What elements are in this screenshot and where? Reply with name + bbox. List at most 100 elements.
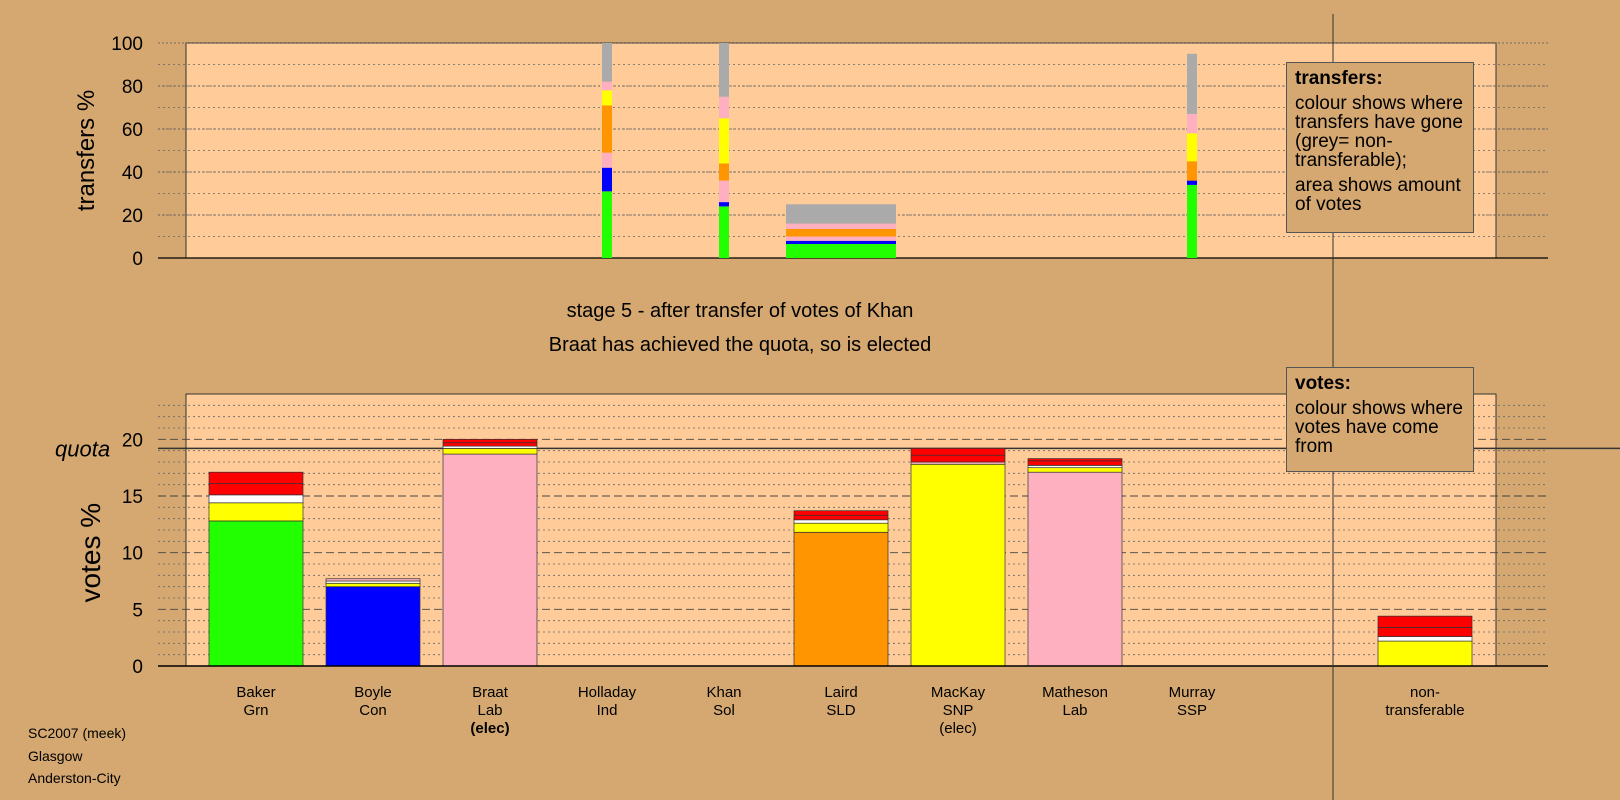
candidate-name: Laird: [824, 684, 858, 701]
vote-segment-SNP: [325, 582, 421, 588]
transfer-segment-SLD: [786, 228, 896, 237]
vote-segment-Lab: [1027, 471, 1123, 667]
transfers-tick-label: 100: [111, 34, 143, 55]
transfer-segment-SLD: [1187, 161, 1197, 181]
candidate-name: Braat: [472, 684, 508, 701]
candidate-label: Boyle Con: [318, 684, 428, 720]
transfer-segment-nontransferable: [719, 43, 729, 97]
transfer-segment-nontransferable: [602, 43, 612, 82]
transfer-segment-Grn: [719, 206, 729, 258]
vote-segment-SNP: [1027, 467, 1123, 473]
quota-label: quota: [55, 436, 110, 461]
transfer-segment-Grn: [602, 191, 612, 258]
transfers-axis-label: transfers %: [73, 90, 100, 211]
info-council: Glasgow: [28, 748, 83, 764]
vote-segment-Sol: [910, 448, 1006, 456]
vote-segment-Sol: [1027, 458, 1123, 462]
vote-segment-Ind: [793, 519, 889, 524]
vote-segment-SNP: [442, 448, 538, 455]
info-ward: Anderston-City: [28, 770, 121, 786]
transfers-tick-label: 0: [132, 249, 143, 270]
info-election: SC2007 (meek): [28, 725, 127, 741]
votes-tick-label: 0: [132, 657, 143, 678]
candidate-party: SNP: [942, 702, 974, 719]
candidate-elected: (elec): [939, 720, 977, 737]
votes-tick-label: 10: [122, 544, 143, 565]
candidate-label: Baker Grn: [201, 684, 311, 720]
candidate-name: Baker: [236, 684, 276, 701]
candidate-elected: (elec): [470, 720, 510, 737]
candidate-name: MacKay: [930, 684, 986, 701]
vote-segment-Lab: [325, 578, 421, 582]
candidate-name: non-: [1409, 684, 1441, 701]
transfers-tick-label: 80: [122, 77, 143, 98]
candidate-name: Khan: [706, 684, 742, 701]
stage-title: stage 5 - after transfer of votes of Kha…: [566, 300, 914, 322]
candidate-label: Murray SSP: [1137, 684, 1247, 720]
candidate-label: MacKay SNP (elec): [903, 684, 1013, 738]
transfers-tick-label: 60: [122, 120, 143, 141]
vote-segment-Sol: [442, 442, 538, 447]
transfer-segment-SNP: [1187, 133, 1197, 162]
transfer-segment-Lab: [1187, 113, 1197, 134]
transfer-segment-SNP: [602, 90, 612, 106]
transfer-segment-Lab: [719, 96, 729, 119]
vote-segment-Grn: [208, 520, 304, 667]
transfer-segment-nontransferable: [1187, 53, 1197, 114]
candidate-label: Matheson Lab: [1020, 684, 1130, 720]
candidate-name: transferable: [1385, 702, 1465, 719]
transfer-segment-Con: [786, 240, 896, 245]
transfer-segment-Grn: [1187, 184, 1197, 258]
vote-segment-SNP: [208, 502, 304, 522]
candidate-party: SLD: [826, 702, 856, 719]
vote-segment-Sol: [793, 510, 889, 516]
vote-segment-Ind: [208, 494, 304, 504]
candidate-party: Grn: [243, 702, 269, 719]
vote-segment-SNP: [1377, 640, 1473, 667]
candidate-name: Murray: [1168, 684, 1216, 701]
transfer-segment-SNP: [719, 118, 729, 164]
vote-segment-Sol: [910, 454, 1006, 463]
candidate-party: Sol: [713, 702, 735, 719]
transfer-segment-Lab: [602, 152, 612, 168]
vote-segment-Con: [325, 586, 421, 667]
vote-segment-Sol: [1027, 460, 1123, 466]
votes-tick-label: 20: [122, 430, 143, 451]
candidate-label: Braat Lab (elec): [435, 684, 545, 738]
transfer-segment-Lab: [719, 180, 729, 203]
vote-segment-Ind: [1377, 636, 1473, 642]
candidate-party: Lab: [477, 702, 503, 719]
votes-tick-label: 5: [132, 600, 143, 621]
stage-subtitle: Braat has achieved the quota, so is elec…: [548, 334, 932, 356]
transfer-segment-SLD: [719, 163, 729, 181]
candidate-party: Con: [359, 702, 387, 719]
vote-segment-SLD: [793, 531, 889, 667]
votes-axis-label: votes %: [75, 503, 106, 603]
vote-segment-Sol: [1377, 615, 1473, 628]
transfer-segment-Lab: [602, 81, 612, 91]
transfers-legend-heading: transfers:: [1295, 68, 1383, 89]
candidate-label: Holladay Ind: [552, 684, 662, 720]
candidate-party: Lab: [1062, 702, 1088, 719]
transfer-segment-Con: [602, 167, 612, 192]
candidate-label: non-transferable: [1370, 684, 1480, 720]
candidate-party: SSP: [1176, 702, 1207, 719]
vote-segment-Sol: [208, 483, 304, 496]
vote-segment-Sol: [442, 438, 538, 444]
transfer-segment-Con: [719, 202, 729, 207]
vote-segment-Lab: [442, 453, 538, 667]
vote-segment-SNP: [910, 463, 1006, 667]
transfer-segment-nontransferable: [786, 204, 896, 224]
transfers-legend: transfers: colour shows where transfers …: [1286, 62, 1474, 233]
transfers-legend-text-2: area shows amount of votes: [1295, 175, 1461, 215]
candidate-label: Laird SLD: [786, 684, 896, 720]
vote-segment-Sol: [793, 514, 889, 521]
candidate-name: Matheson: [1042, 684, 1108, 701]
vote-segment-SNP: [793, 522, 889, 533]
vote-segment-Sol: [208, 471, 304, 484]
candidate-name: Boyle: [354, 684, 392, 701]
candidate-name: Holladay: [577, 684, 637, 701]
transfers-legend-text-1: colour shows where transfers have gone (…: [1295, 93, 1463, 171]
